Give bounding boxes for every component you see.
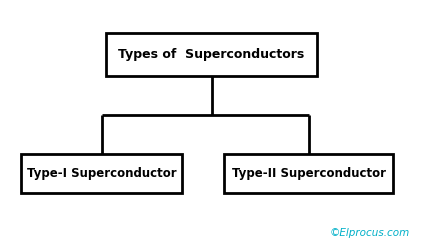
Text: Type-II Superconductor: Type-II Superconductor	[232, 167, 386, 180]
FancyBboxPatch shape	[21, 154, 182, 193]
Text: ©Elprocus.com: ©Elprocus.com	[330, 228, 410, 238]
Text: Types of  Superconductors: Types of Superconductors	[118, 48, 305, 61]
FancyBboxPatch shape	[106, 33, 317, 76]
Text: Type-I Superconductor: Type-I Superconductor	[27, 167, 176, 180]
FancyBboxPatch shape	[224, 154, 393, 193]
